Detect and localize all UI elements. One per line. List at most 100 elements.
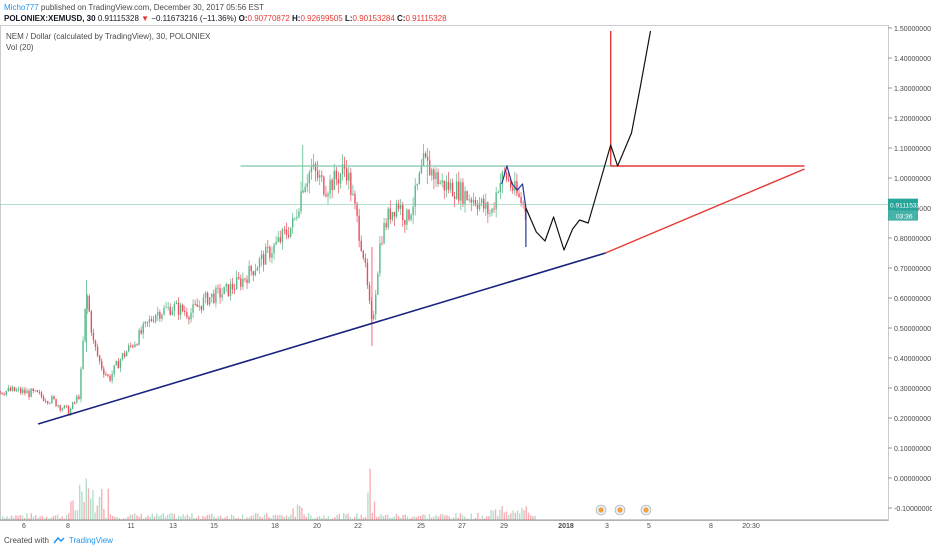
volume-bar [380, 514, 382, 520]
candle-body [11, 387, 14, 391]
volume-bar [109, 514, 112, 520]
candle-body [470, 199, 472, 203]
volume-bar [409, 518, 411, 520]
candle-body [194, 304, 196, 306]
footer-brand[interactable]: TradingView [68, 536, 113, 545]
candle-body [310, 166, 313, 173]
volume-bar [200, 518, 202, 520]
candle-body [509, 180, 512, 188]
candle-body [248, 265, 250, 284]
volume-legend[interactable]: Vol (20) [6, 43, 34, 52]
x-tick-label: 25 [417, 523, 425, 530]
candle-body [125, 351, 128, 357]
candle-body [202, 297, 205, 310]
candle-body [188, 317, 190, 320]
volume-bar [189, 516, 191, 520]
candle-body [495, 192, 497, 210]
volume-bar [382, 515, 384, 520]
candle-body [368, 285, 371, 301]
candle-body [397, 203, 400, 209]
volume-bar [116, 517, 118, 520]
volume-bar [26, 513, 28, 520]
candle-body [366, 262, 369, 286]
candle-body [345, 168, 348, 181]
candle-body [65, 405, 68, 407]
candle-body [88, 295, 90, 312]
y-tick-label: 0.10000000 [894, 446, 931, 453]
event-flag-icon [598, 507, 604, 513]
candle-body [327, 193, 329, 197]
candle-body [507, 179, 510, 181]
candle-body [111, 373, 113, 381]
volume-bar [503, 512, 505, 520]
volume-bar [105, 517, 107, 520]
y-tick-label: 1.30000000 [894, 86, 931, 93]
volume-bar [235, 518, 237, 520]
candle-body [474, 199, 477, 205]
candle-body [499, 183, 502, 192]
candle-body [140, 330, 142, 334]
volume-bar [103, 508, 105, 520]
volume-bar [492, 510, 494, 520]
candle-body [269, 246, 271, 258]
volume-bar [516, 510, 519, 520]
volume-bar [237, 517, 239, 520]
candle-body [308, 172, 311, 184]
volume-bar [74, 510, 76, 520]
volume-bar [164, 516, 167, 520]
volume-bar [288, 516, 290, 520]
volume-bar [314, 518, 316, 520]
candle-body [32, 388, 34, 392]
volume-bar [448, 516, 450, 520]
volume-bar [4, 518, 6, 520]
candle-body [42, 396, 45, 401]
candle-body [489, 212, 491, 214]
volume-bar [316, 517, 318, 520]
volume-bar [387, 514, 389, 520]
candle-body [439, 182, 441, 185]
candle-body [306, 183, 308, 187]
volume-bar [378, 516, 380, 520]
y-tick-label: 0.80000000 [894, 236, 931, 243]
candle-body [49, 402, 51, 404]
candle-body [235, 277, 238, 290]
candle-body [520, 196, 522, 203]
volume-bar [415, 517, 417, 520]
volume-bar [406, 516, 409, 520]
volume-bar [461, 514, 464, 520]
high-value: 0.92699505 [300, 14, 343, 23]
chart-legend-title: NEM / Dollar (calculated by TradingView)… [6, 32, 211, 41]
volume-bar [252, 515, 255, 520]
candle-body [103, 368, 105, 375]
candle-body [267, 246, 269, 248]
volume-bar [534, 515, 536, 520]
candle-body [524, 203, 526, 212]
volume-bar [87, 488, 90, 520]
candle-body [350, 172, 352, 196]
volume-bar [525, 506, 527, 520]
volume-bar [175, 518, 178, 520]
candle-body [167, 306, 169, 308]
volume-bar [336, 514, 338, 520]
candle-body [1, 392, 3, 395]
volume-bar [266, 513, 268, 520]
candle-body [186, 312, 188, 318]
author-link[interactable]: Micho777 [4, 3, 39, 12]
ohlc-line: POLONIEX:XEMUSD, 30 0.91115328 ▼ −0.1167… [4, 14, 447, 23]
candle-body [208, 297, 211, 305]
candle-body [329, 179, 331, 194]
volume-bar [259, 516, 261, 520]
candle-body [63, 405, 66, 409]
volume-bar [39, 516, 41, 520]
candle-body [134, 344, 136, 348]
volume-bar [230, 514, 233, 520]
candle-body [219, 288, 221, 298]
volume-bar [248, 517, 250, 520]
volume-bar [400, 517, 402, 520]
x-tick-label: 22 [354, 523, 362, 530]
candle-body [321, 175, 323, 177]
volume-bar [92, 490, 94, 520]
candle-body [435, 172, 437, 180]
x-tick-label: 5 [647, 523, 651, 530]
